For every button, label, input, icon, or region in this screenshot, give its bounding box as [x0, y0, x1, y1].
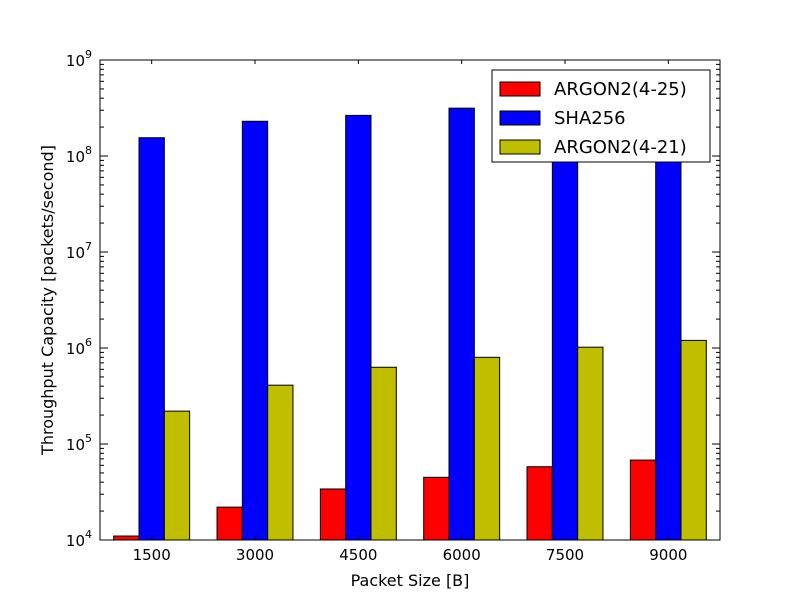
y-tick-label: 108 [66, 144, 92, 166]
legend-swatch [499, 139, 541, 155]
bar-sha256-1500 [138, 137, 165, 541]
bar-argon2-4-21--3000 [267, 384, 294, 541]
x-tick-label: 1500 [133, 546, 171, 564]
legend-label: ARGON2(4-25) [554, 79, 687, 100]
bar-argon2-4-25--9000 [629, 459, 657, 541]
x-axis-label: Packet Size [B] [351, 571, 470, 590]
legend-swatch [499, 81, 541, 97]
bar-argon2-4-25--7500 [526, 466, 553, 541]
bar-argon2-4-21--6000 [473, 356, 501, 541]
bar-sha256-6000 [448, 107, 475, 541]
bar-sha256-4500 [345, 114, 372, 541]
ticks-layer: 1500 3000 4500 6000 7500 9000 104 105 106 107 108 1… [66, 48, 720, 564]
bar-sha256-9000 [655, 103, 682, 541]
bar-sha256-7500 [551, 105, 579, 541]
x-tick-label: 4500 [339, 546, 377, 564]
y-axis-label: Throughput Capacity [packets/second] [38, 145, 57, 456]
x-tick-label: 7500 [546, 546, 584, 564]
bar-argon2-4-21--7500 [577, 346, 604, 541]
legend: ARGON2(4-25) SHA256 ARGON2(4-21) [491, 69, 711, 163]
legend-label: SHA256 [554, 108, 626, 129]
bar-argon2-4-25--3000 [216, 506, 243, 541]
plot-frame [99, 59, 721, 541]
y-tick-label: 106 [66, 336, 92, 358]
bars-layer [113, 103, 707, 541]
y-tick-label: 109 [66, 48, 92, 70]
y-tick-label: 104 [66, 528, 92, 550]
bar-argon2-4-21--9000 [680, 339, 707, 541]
bar-argon2-4-21--4500 [370, 366, 397, 541]
legend-label: ARGON2(4-21) [554, 137, 687, 158]
bar-argon2-4-21--1500 [163, 410, 191, 541]
bar-sha256-3000 [241, 120, 269, 541]
bar-argon2-4-25--6000 [423, 476, 450, 541]
y-tick-label: 105 [66, 432, 92, 454]
legend-swatch [499, 110, 541, 126]
y-tick-label: 107 [66, 240, 92, 262]
x-tick-label: 6000 [443, 546, 481, 564]
x-tick-label: 9000 [649, 546, 687, 564]
bar-argon2-4-25--1500 [113, 535, 140, 541]
x-tick-label: 3000 [236, 546, 274, 564]
bar-argon2-4-25--4500 [319, 488, 347, 541]
